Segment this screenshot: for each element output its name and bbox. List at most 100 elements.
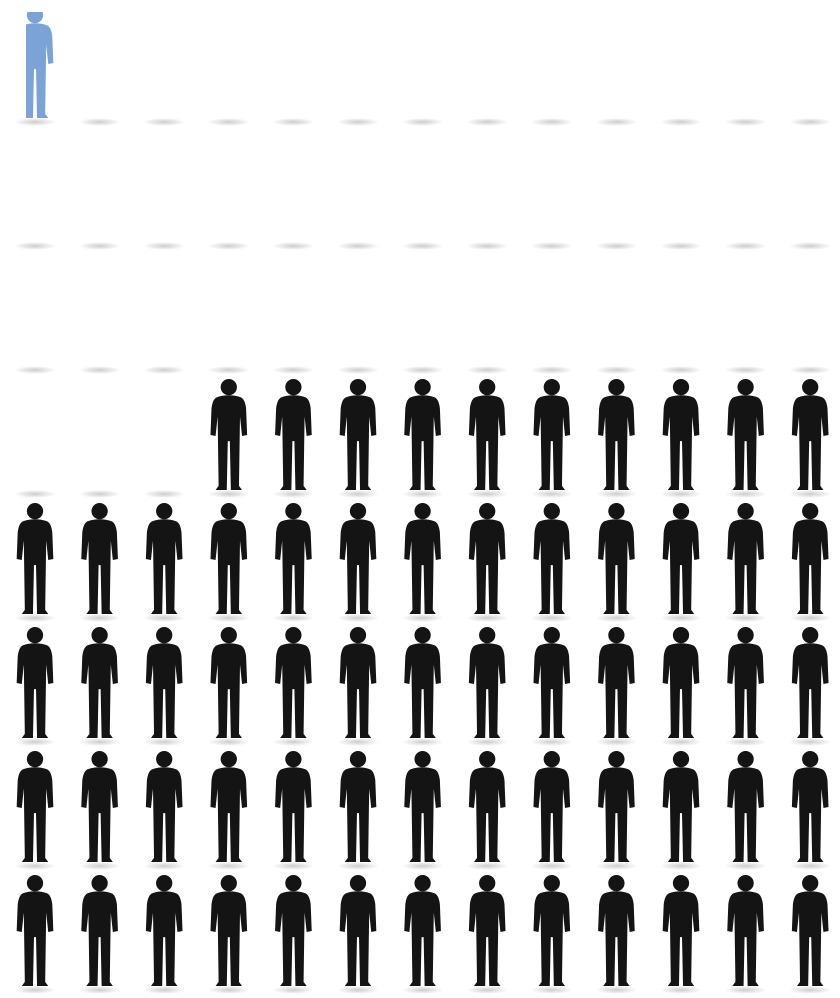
person-fill [81, 131, 118, 242]
person-icon [660, 627, 702, 746]
shadow [272, 242, 314, 250]
shadow [402, 862, 444, 870]
shadow [595, 738, 637, 746]
person-base [663, 503, 700, 614]
person-base [404, 503, 441, 614]
shadow [208, 738, 250, 746]
person-fill [81, 379, 118, 490]
person-base [533, 875, 570, 986]
person-fill [146, 379, 183, 490]
shadow [660, 986, 702, 994]
shadow [660, 366, 702, 374]
person-icon [660, 379, 702, 498]
shadow [79, 862, 121, 870]
person-base [17, 627, 54, 738]
shadow [725, 738, 767, 746]
person-icon [337, 875, 379, 994]
person-fill [792, 131, 829, 242]
person-icon [14, 627, 56, 746]
person-icon [208, 627, 250, 746]
shadow [466, 986, 508, 994]
shadow [272, 366, 314, 374]
person-base [81, 627, 118, 738]
person-base [469, 627, 506, 738]
shadow [337, 490, 379, 498]
shadow [531, 614, 573, 622]
person-icon [725, 7, 767, 126]
shadow [595, 118, 637, 126]
shadow [660, 490, 702, 498]
person-icon [337, 751, 379, 870]
person-icon [143, 131, 185, 250]
person-fill [469, 131, 506, 242]
person-base [146, 751, 183, 862]
person-icon [79, 255, 121, 374]
shadow [337, 738, 379, 746]
shadow [595, 242, 637, 250]
person-fill [81, 7, 118, 118]
shadow [725, 614, 767, 622]
person-icon [337, 255, 379, 374]
person-icon [272, 627, 314, 746]
shadow [14, 986, 56, 994]
person-icon [337, 131, 379, 250]
person-icon [466, 379, 508, 498]
person-icon [531, 7, 573, 126]
shadow [789, 738, 831, 746]
person-fill [469, 7, 506, 118]
person-icon [143, 7, 185, 126]
person-icon [660, 255, 702, 374]
person-base [727, 751, 764, 862]
shadow [789, 242, 831, 250]
shadow [14, 490, 56, 498]
person-base [275, 751, 312, 862]
person-icon [660, 751, 702, 870]
person-fill [275, 7, 312, 118]
person-fill [663, 255, 700, 366]
person-fill [17, 255, 54, 366]
person-base [727, 379, 764, 490]
person-icon [789, 7, 831, 126]
person-icon [143, 875, 185, 994]
person-icon [402, 627, 444, 746]
person-base [146, 875, 183, 986]
person-icon [725, 627, 767, 746]
shadow [14, 118, 56, 126]
person-icon [789, 255, 831, 374]
person-base [210, 875, 247, 986]
shadow [79, 738, 121, 746]
person-icon [402, 255, 444, 374]
person-icon [595, 751, 637, 870]
person-icon [466, 503, 508, 622]
person-base [81, 875, 118, 986]
person-icon [272, 7, 314, 126]
shadow [789, 118, 831, 126]
person-icon [660, 875, 702, 994]
shadow [789, 986, 831, 994]
shadow [789, 366, 831, 374]
person-base [727, 627, 764, 738]
pictogram-chart [0, 0, 840, 998]
person-base [404, 379, 441, 490]
person-base [792, 503, 829, 614]
person-icon [14, 875, 56, 994]
person-base [404, 875, 441, 986]
shadow [208, 366, 250, 374]
person-icon [466, 255, 508, 374]
person-base [340, 875, 377, 986]
person-icon [208, 131, 250, 250]
person-icon [79, 379, 121, 498]
shadow [337, 118, 379, 126]
shadow [402, 490, 444, 498]
person-icon [595, 379, 637, 498]
person-icon [531, 131, 573, 250]
person-base [275, 503, 312, 614]
shadow [402, 366, 444, 374]
person-icon [531, 627, 573, 746]
person-icon [595, 255, 637, 374]
shadow [660, 242, 702, 250]
person-icon [14, 379, 56, 498]
person-fill [146, 255, 183, 366]
person-icon [466, 751, 508, 870]
person-fill [146, 131, 183, 242]
